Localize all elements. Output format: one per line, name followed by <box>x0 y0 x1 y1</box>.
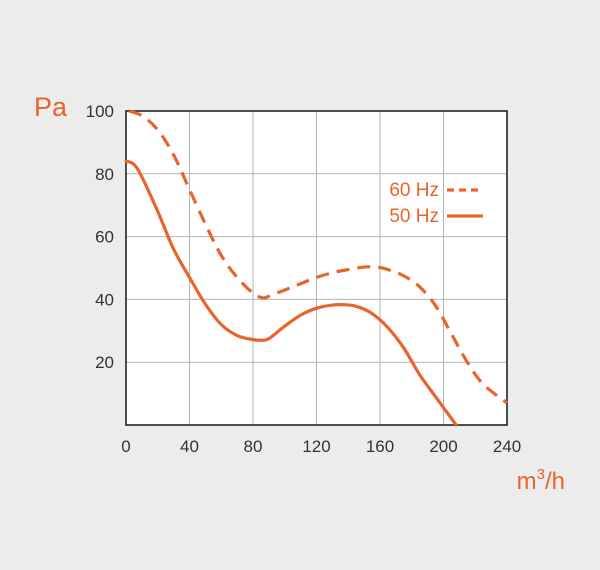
x-tick-label: 200 <box>429 437 457 456</box>
series-line-50hz <box>124 159 458 427</box>
x-tick-label: 240 <box>493 437 521 456</box>
x-tick-label: 0 <box>121 437 130 456</box>
legend: 60 Hz 50 Hz <box>389 180 483 227</box>
y-tick-label: 40 <box>95 290 114 309</box>
plot-frame <box>125 110 508 426</box>
x-tick-label: 40 <box>180 437 199 456</box>
legend-label: 60 Hz <box>389 180 439 201</box>
y-tick-label: 100 <box>86 102 114 121</box>
x-axis-label: m3/h <box>517 466 565 495</box>
y-axis-label: Pa <box>34 92 68 122</box>
y-tick-label: 80 <box>95 165 114 184</box>
x-tick-label: 80 <box>244 437 263 456</box>
y-tick-label: 60 <box>95 228 114 247</box>
legend-label: 50 Hz <box>389 206 439 227</box>
series-line-60hz <box>128 109 508 405</box>
grid <box>125 110 508 426</box>
y-tick-label: 20 <box>95 353 114 372</box>
x-tick-label: 120 <box>302 437 330 456</box>
series-layer <box>124 109 508 427</box>
tick-labels: 0 40 80 120 160 200 240 20 40 60 80 100 <box>86 102 522 456</box>
x-tick-label: 160 <box>366 437 394 456</box>
